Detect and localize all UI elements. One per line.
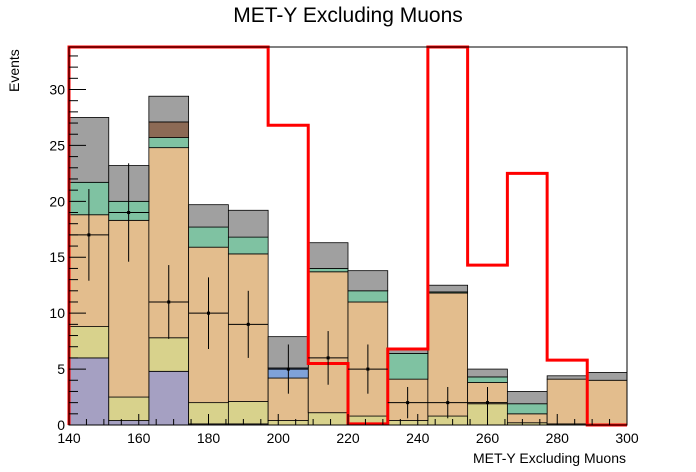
stack-bar-1-6 <box>307 412 349 426</box>
stack-bar-6-2 <box>148 95 190 123</box>
stack-bar-0-1 <box>108 420 150 426</box>
stack-bar-6-0 <box>68 117 110 183</box>
stack-bar-4-3 <box>188 226 229 248</box>
stack-bar-6-10 <box>467 368 508 378</box>
x-tick-label-240: 240 <box>406 430 430 446</box>
y-tick-label-0: 0 <box>57 417 65 433</box>
data-point-6 <box>326 356 330 360</box>
y-axis-label: Events <box>6 49 22 92</box>
stack-bar-6-11 <box>506 391 548 405</box>
stack-bar-4-2 <box>148 137 190 149</box>
data-point-2 <box>167 300 171 304</box>
stack-bar-4-7 <box>347 290 389 303</box>
y-tick-label-25: 25 <box>49 137 65 153</box>
data-point-7 <box>366 367 370 371</box>
stack-bar-1-5 <box>267 420 309 426</box>
x-axis-label: MET-Y Excluding Muons <box>472 450 626 466</box>
stack-bar-4-11 <box>506 403 548 415</box>
y-tick-label-30: 30 <box>49 81 65 97</box>
stack-bar-1-4 <box>227 401 269 425</box>
stack-bar-6-12 <box>546 375 588 380</box>
y-tick-label-10: 10 <box>49 305 65 321</box>
data-point-5 <box>286 367 290 371</box>
stack-bar-1-1 <box>108 396 150 421</box>
x-tick-label-180: 180 <box>197 430 221 446</box>
stack-bar-2-11 <box>506 413 548 424</box>
stack-bar-4-6 <box>307 268 349 273</box>
stack-bar-2-12 <box>546 378 588 425</box>
stack-bar-6-13 <box>586 372 628 381</box>
stack-bar-1-0 <box>68 326 110 359</box>
stack-bar-1-8 <box>387 420 429 426</box>
stack-bar-5-2 <box>148 121 190 138</box>
data-point-10 <box>486 401 489 405</box>
data-point-9 <box>446 401 450 405</box>
data-point-4 <box>246 322 250 326</box>
y-tick-label-5: 5 <box>57 361 65 377</box>
x-tick-label-260: 260 <box>476 430 500 446</box>
data-point-8 <box>406 401 410 405</box>
stack-bar-6-7 <box>347 270 389 292</box>
x-tick-label-140: 140 <box>57 430 81 446</box>
stack-bar-0-2 <box>148 370 190 426</box>
stack-bar-6-4 <box>227 209 269 238</box>
data-point-1 <box>127 211 131 215</box>
chart-title: MET-Y Excluding Muons <box>233 4 463 27</box>
stack-bar-4-10 <box>467 376 508 383</box>
stack-bar-6-3 <box>188 204 229 228</box>
x-tick-label-280: 280 <box>546 430 570 446</box>
stack-bar-2-13 <box>586 379 628 426</box>
x-tick-label-300: 300 <box>615 430 639 446</box>
stack-bar-4-4 <box>227 236 269 255</box>
stack-bar-6-8 <box>387 349 429 354</box>
y-tick-label-20: 20 <box>49 193 65 209</box>
stack-bar-6-6 <box>307 242 349 269</box>
x-tick-label-160: 160 <box>127 430 151 446</box>
stack-bar-4-8 <box>387 353 429 380</box>
x-tick-label-220: 220 <box>336 430 360 446</box>
stack-bar-2-1 <box>108 219 150 398</box>
stack-bar-1-2 <box>148 337 190 372</box>
x-tick-label-200: 200 <box>267 430 291 446</box>
stack-bar-6-9 <box>427 284 469 293</box>
data-point-3 <box>207 311 210 315</box>
y-tick-label-15: 15 <box>49 249 65 265</box>
data-point-0 <box>87 233 91 237</box>
